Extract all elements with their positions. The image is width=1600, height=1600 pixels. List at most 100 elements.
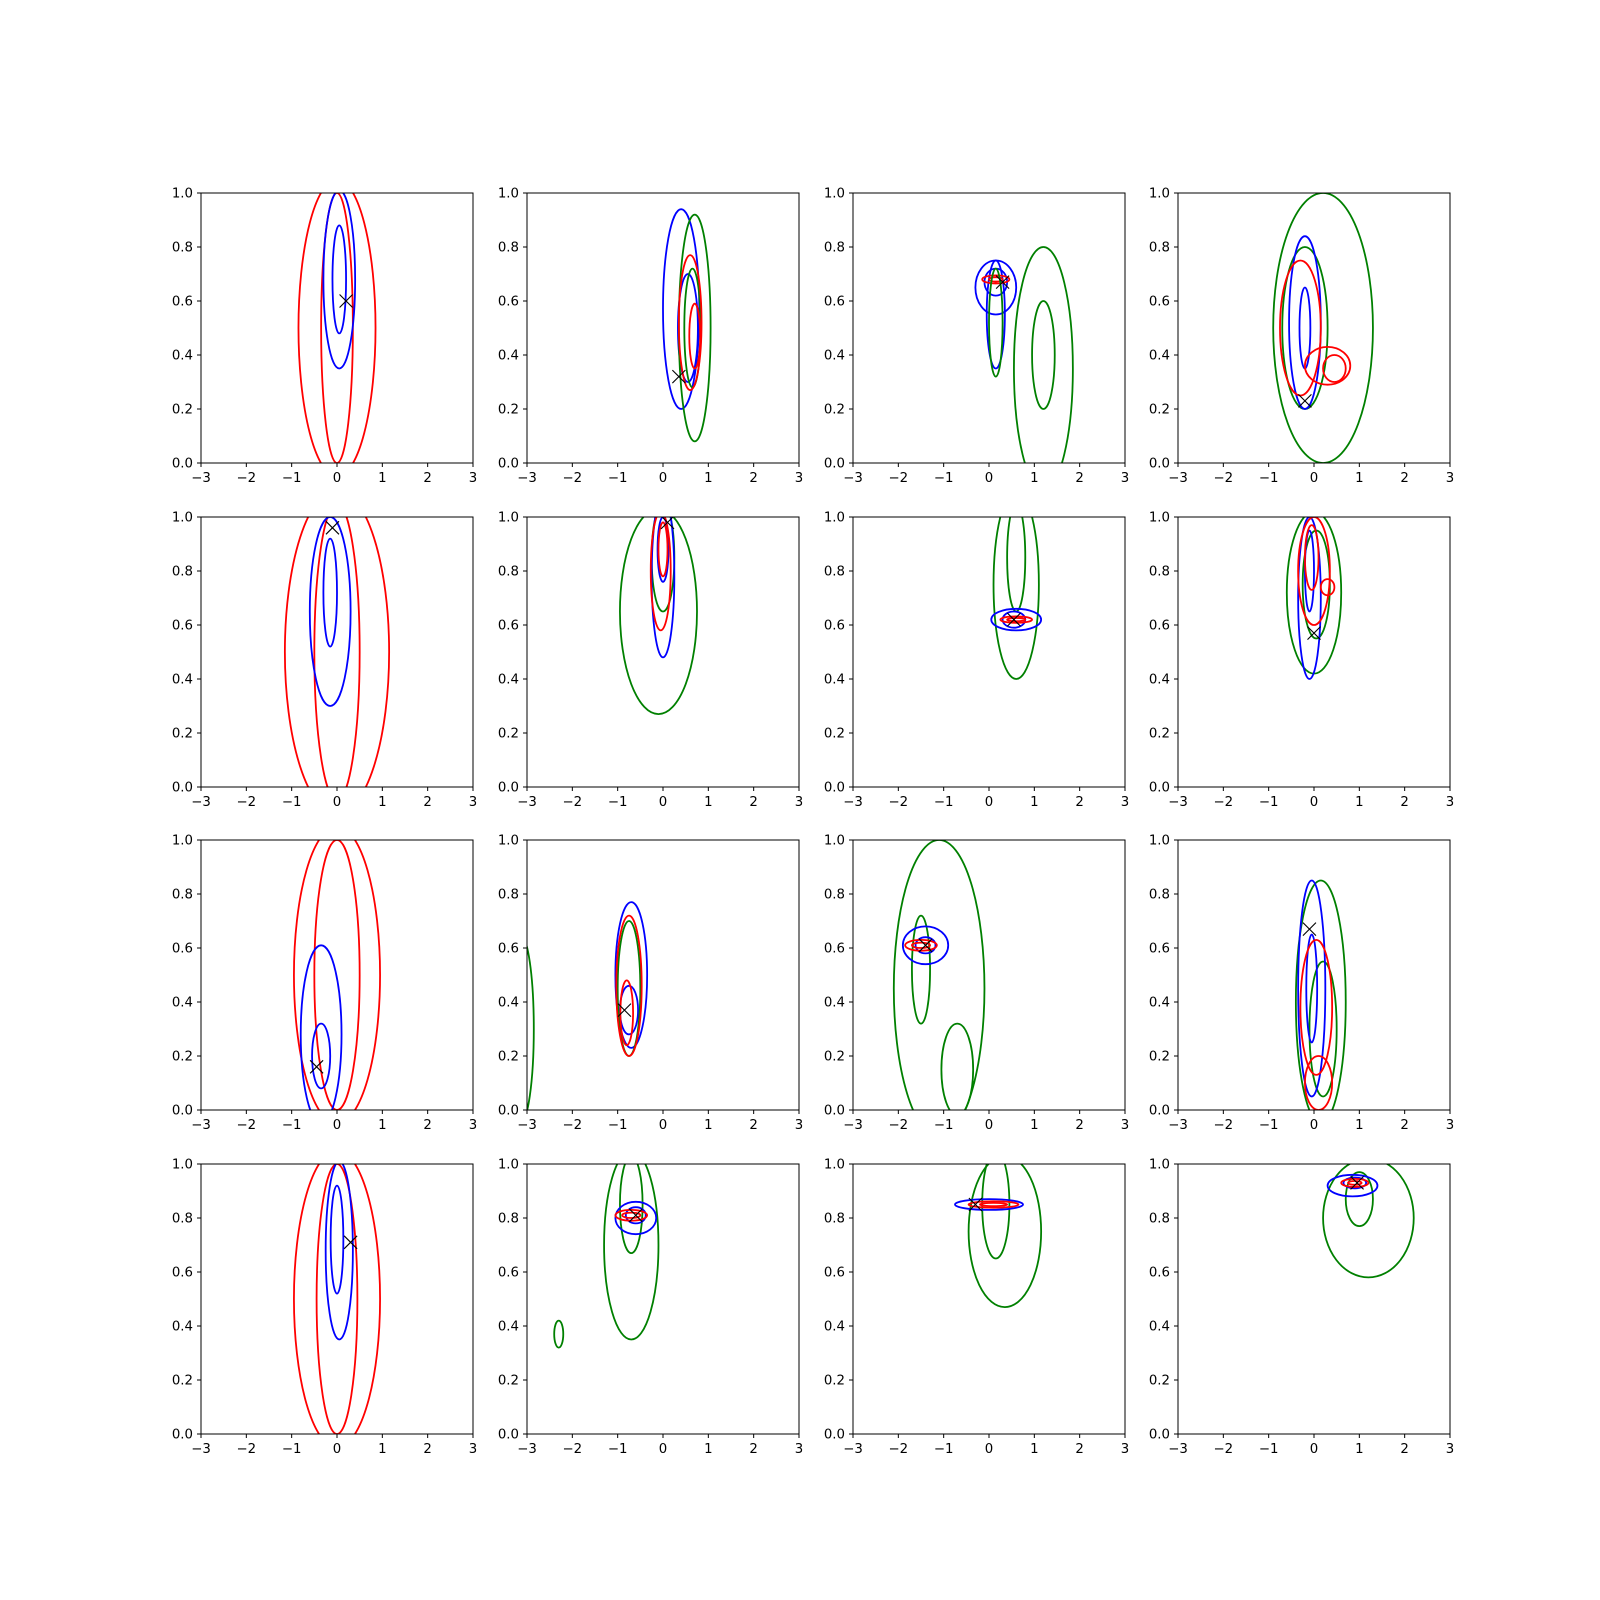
x-tick-label: −1: [934, 471, 954, 486]
contour-blue-3: [1326, 1173, 1379, 1198]
y-tick-label: 0.6: [824, 1266, 845, 1281]
contour-green-1: [553, 1319, 565, 1349]
contour-blue-4: [656, 517, 670, 583]
contour-red-1: [293, 840, 381, 1110]
contour-green-1: [992, 517, 1040, 680]
contour-blue-3: [1297, 879, 1327, 1098]
subplot-3-4: −3 −2 −1 0 1 2 3 0.0 0.2 0.4 0.6 0.8 1.0: [1149, 834, 1454, 1134]
y-tick-label: 0.8: [1149, 1212, 1170, 1227]
y-tick-label: 0.0: [1149, 1428, 1170, 1443]
contour-red-4: [967, 1200, 1020, 1209]
x-tick-label: 3: [1121, 471, 1129, 486]
contour-red-6: [1347, 1180, 1363, 1186]
y-tick-label: 0.4: [498, 673, 519, 688]
x-tick-label: −3: [517, 795, 537, 810]
contour-red-6: [614, 1209, 649, 1222]
plot-area: [1322, 1164, 1415, 1279]
y-tick-label: 0.0: [172, 1104, 193, 1119]
x-tick-label: −3: [191, 471, 211, 486]
axes-frame: [1177, 192, 1451, 464]
x-tick-label: −2: [1214, 1442, 1234, 1457]
x-tick-label: 1: [704, 795, 712, 810]
x-tick-label: 2: [1075, 1118, 1083, 1133]
y-tick-label: 1.0: [172, 187, 193, 202]
y-tick-label: 0.0: [1149, 1104, 1170, 1119]
y-tick-label: 0.0: [1149, 457, 1170, 472]
x-tick-label: −2: [563, 1118, 583, 1133]
plot-area: [974, 246, 1074, 463]
x-tick-label: 0: [659, 1442, 667, 1457]
x-tick-label: 0: [985, 1442, 993, 1457]
subplot-3-3: −3 −2 −1 0 1 2 3 0.0 0.2 0.4 0.6 0.8 1.0: [824, 834, 1129, 1134]
plot-area: [954, 1164, 1043, 1308]
x-tick-label: −3: [517, 1442, 537, 1457]
contour-red-2: [313, 517, 361, 787]
x-tick-label: −3: [843, 1442, 863, 1457]
contour-green-2: [1308, 960, 1338, 1098]
contour-red-6: [657, 521, 669, 578]
y-tick-label: 1.0: [172, 834, 193, 849]
subplot-1-1: −3 −2 −1 0 1 2 3 0.0 0.2 0.4 0.6 0.8 1.0: [172, 187, 477, 487]
subplot-2-2: −3 −2 −1 0 1 2 3 0.0 0.2 0.4 0.6 0.8 1.0: [498, 511, 803, 811]
y-tick-label: 0.2: [498, 1050, 519, 1065]
x-tick-label: 3: [469, 1442, 477, 1457]
y-tick-label: 0.8: [498, 241, 519, 256]
marker-x: [1007, 612, 1021, 627]
contour-blue-3: [1297, 517, 1322, 680]
plot-area: [293, 1164, 381, 1434]
y-tick-label: 1.0: [172, 1158, 193, 1173]
x-tick-label: 0: [333, 795, 341, 810]
contour-green-4: [616, 920, 642, 1057]
x-tick-label: 2: [749, 471, 757, 486]
y-tick-label: 1.0: [824, 511, 845, 526]
x-tick-label: 1: [1355, 795, 1363, 810]
y-tick-label: 1.0: [498, 511, 519, 526]
x-tick-label: 2: [1075, 1442, 1083, 1457]
x-tick-label: 2: [423, 1118, 431, 1133]
y-tick-label: 0.2: [1149, 727, 1170, 742]
contour-red-2: [315, 1164, 359, 1434]
contour-blue-2: [614, 901, 649, 1049]
plot-area: [892, 840, 986, 1110]
x-tick-label: −1: [608, 1118, 628, 1133]
y-tick-label: 0.2: [498, 727, 519, 742]
x-tick-label: 2: [749, 1442, 757, 1457]
x-tick-label: 3: [795, 471, 803, 486]
x-tick-label: −1: [1259, 471, 1279, 486]
contour-red-7: [1322, 354, 1347, 383]
y-tick-label: 0.2: [172, 727, 193, 742]
axes-frame: [526, 839, 800, 1111]
y-tick-label: 0.6: [172, 942, 193, 957]
x-tick-label: 2: [1400, 1118, 1408, 1133]
marker-x: [671, 369, 686, 384]
x-tick-label: −2: [563, 1442, 583, 1457]
y-tick-label: 0.8: [172, 888, 193, 903]
y-tick-label: 1.0: [498, 187, 519, 202]
contour-red-6: [904, 938, 938, 952]
x-tick-label: 2: [423, 1442, 431, 1457]
x-tick-label: 1: [704, 471, 712, 486]
x-tick-label: −1: [1259, 1442, 1279, 1457]
contour-blue-3: [299, 944, 343, 1110]
marker-x: [1350, 1176, 1364, 1190]
x-tick-label: −1: [1259, 795, 1279, 810]
contour-red-5: [1297, 517, 1331, 626]
contour-red-6: [1304, 345, 1352, 386]
x-tick-label: 1: [1355, 1118, 1363, 1133]
y-tick-label: 0.8: [1149, 241, 1170, 256]
contour-green-1: [892, 840, 986, 1110]
y-tick-label: 1.0: [824, 187, 845, 202]
plot-area: [1294, 879, 1347, 1110]
y-tick-label: 0.2: [1149, 1374, 1170, 1389]
x-tick-label: 2: [1400, 471, 1408, 486]
subplot-3-1: −3 −2 −1 0 1 2 3 0.0 0.2 0.4 0.6 0.8 1.0: [172, 834, 477, 1134]
contour-red-5: [649, 517, 672, 632]
y-tick-label: 1.0: [172, 511, 193, 526]
y-tick-label: 0.6: [1149, 295, 1170, 310]
contour-blue-4: [311, 1022, 332, 1090]
y-tick-label: 0.4: [172, 673, 193, 688]
x-tick-label: 0: [1310, 1118, 1318, 1133]
y-tick-label: 0.4: [498, 996, 519, 1011]
contour-blue-3: [954, 1198, 1024, 1211]
y-tick-label: 0.8: [498, 1212, 519, 1227]
